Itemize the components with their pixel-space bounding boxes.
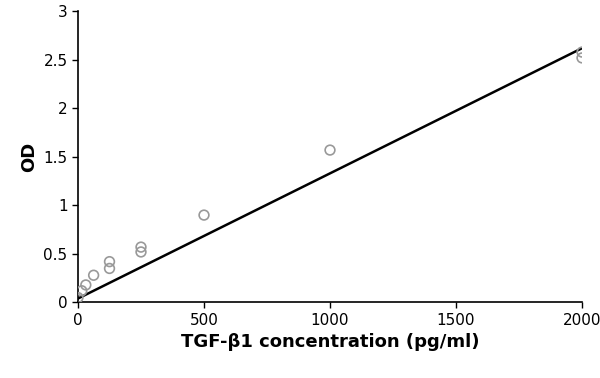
Point [577, 49, 587, 55]
Point [81, 282, 91, 288]
Point [105, 265, 115, 271]
Point [136, 249, 146, 255]
Point [89, 272, 98, 278]
X-axis label: TGF-β1 concentration (pg/ml): TGF-β1 concentration (pg/ml) [181, 333, 479, 352]
Y-axis label: OD: OD [20, 142, 38, 172]
Point [73, 294, 83, 301]
Point [199, 212, 209, 218]
Point [577, 55, 587, 61]
Point [325, 147, 335, 153]
Point [136, 244, 146, 250]
Point [77, 288, 86, 294]
Point [105, 259, 115, 265]
